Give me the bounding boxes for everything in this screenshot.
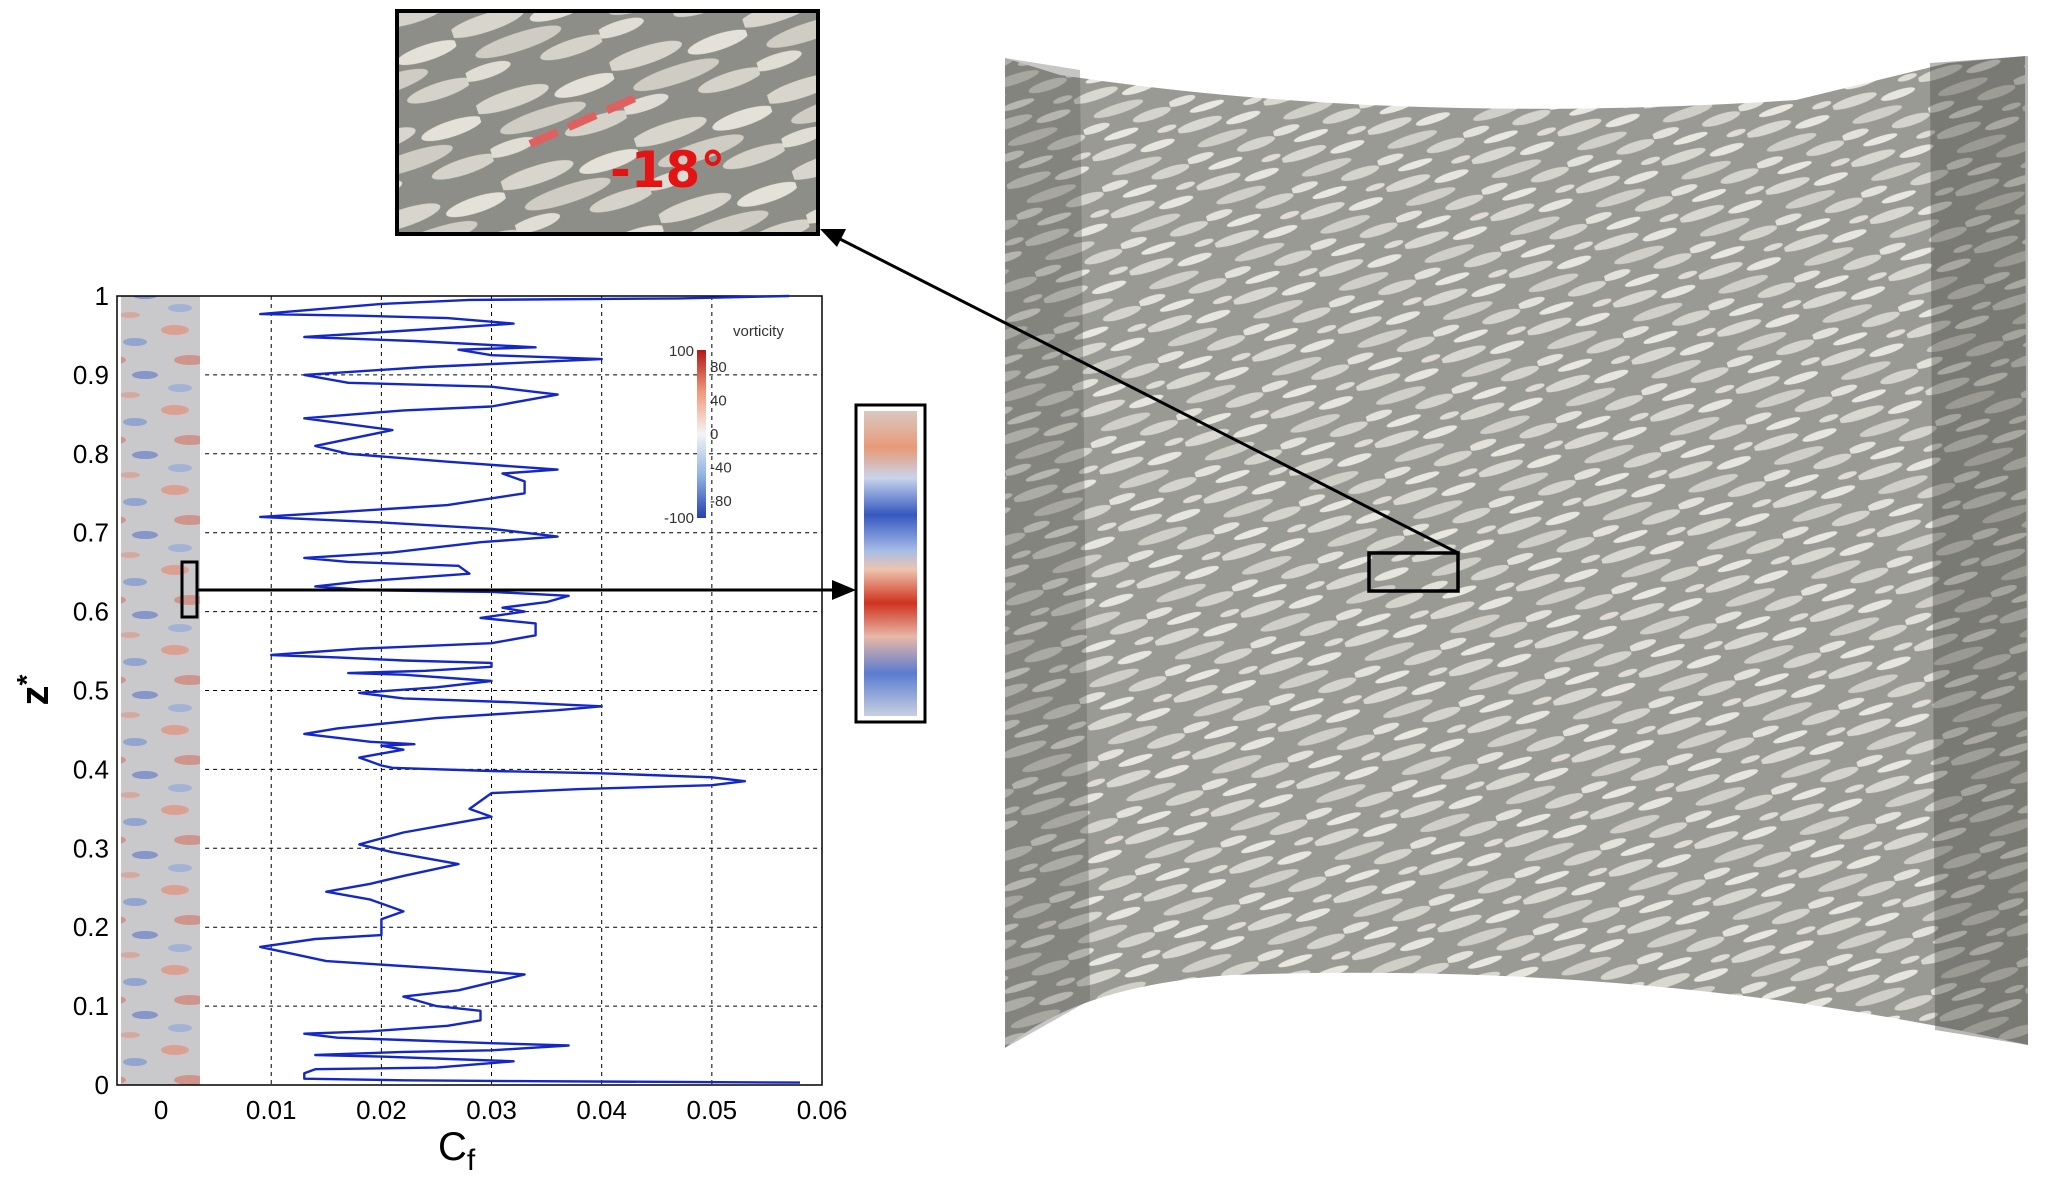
x-axis-label-subscript: f <box>467 1144 476 1177</box>
isosurface-highlight-box <box>1367 551 1460 593</box>
colorbar-labels: 100 -100 80 40 0 -40 -80 <box>664 343 732 527</box>
y-tick-label: 0.1 <box>73 991 109 1021</box>
colorbar-title: vorticity <box>733 323 784 340</box>
y-tick-label: 0.8 <box>73 439 109 469</box>
colorbar-gradient <box>697 350 706 518</box>
x-tick-label: 0.01 <box>246 1095 297 1125</box>
isosurface-right-edge-shading <box>1930 56 2028 1045</box>
y-tick-label: 0.3 <box>73 833 109 863</box>
y-tick-label: 1 <box>95 281 109 311</box>
vorticity-colorbar: vorticity 100 -100 80 40 0 -40 -80 <box>664 323 784 527</box>
y-tick-label: 0 <box>95 1070 109 1100</box>
y-tick-label: 0.5 <box>73 676 109 706</box>
x-axis-label: Cf <box>438 1125 476 1177</box>
y-axis-label-main: z <box>13 685 57 705</box>
x-axis-label-main: C <box>438 1125 467 1169</box>
colorbar-tick-label: -80 <box>710 493 732 510</box>
x-tick-label: 0.03 <box>466 1095 517 1125</box>
y-tick-label: 0.2 <box>73 912 109 942</box>
vortex-zoom-inset: -18° <box>395 9 820 236</box>
y-tick-label: 0.9 <box>73 360 109 390</box>
vortex-isosurface-view <box>820 56 2028 1048</box>
angle-label: -18° <box>610 141 725 199</box>
y-axis-label-superscript: * <box>11 674 42 685</box>
vorticity-strip <box>121 296 200 1085</box>
cf-series-line <box>259 294 801 1084</box>
colorbar-end-label: -100 <box>664 510 694 527</box>
colorbar-tick-label: 80 <box>710 359 727 376</box>
isosurface-zoom-arrowhead <box>820 229 846 247</box>
isosurface-panel <box>1005 56 2028 1048</box>
x-tick-label: 0.05 <box>687 1095 738 1125</box>
y-tick-label: 0.7 <box>73 518 109 548</box>
strip-zoom-arrowhead <box>832 580 856 600</box>
colorbar-tick-label: -40 <box>710 460 732 477</box>
colorbar-tick-label: 40 <box>710 392 727 409</box>
y-tick-labels: 0 0.1 0.2 0.3 0.4 0.5 0.6 0.7 0.8 0.9 1 <box>73 281 109 1100</box>
vorticity-zoom-inset <box>854 403 927 724</box>
x-tick-labels: 0 0.01 0.02 0.03 0.04 0.05 0.06 <box>154 1095 847 1125</box>
plot-frame <box>116 295 823 1086</box>
x-tick-label: 0 <box>154 1095 168 1125</box>
y-tick-label: 0.6 <box>73 597 109 627</box>
angle-indicator <box>528 94 637 148</box>
cf-chart: 0 0.01 0.02 0.03 0.04 0.05 0.06 00.10.20.30.40… <box>11 281 927 1177</box>
colorbar-tick-label: 0 <box>710 426 718 443</box>
y-tick-label: 0.4 <box>73 754 109 784</box>
y-axis-label: z* <box>11 674 57 705</box>
x-tick-label: 0.02 <box>356 1095 407 1125</box>
isosurface-left-edge-shading <box>1005 58 1090 1048</box>
x-tick-label: 0.04 <box>576 1095 627 1125</box>
x-tick-label: 0.06 <box>797 1095 848 1125</box>
isosurface-zoom-arrow <box>835 235 1459 555</box>
colorbar-end-label: 100 <box>669 343 694 360</box>
